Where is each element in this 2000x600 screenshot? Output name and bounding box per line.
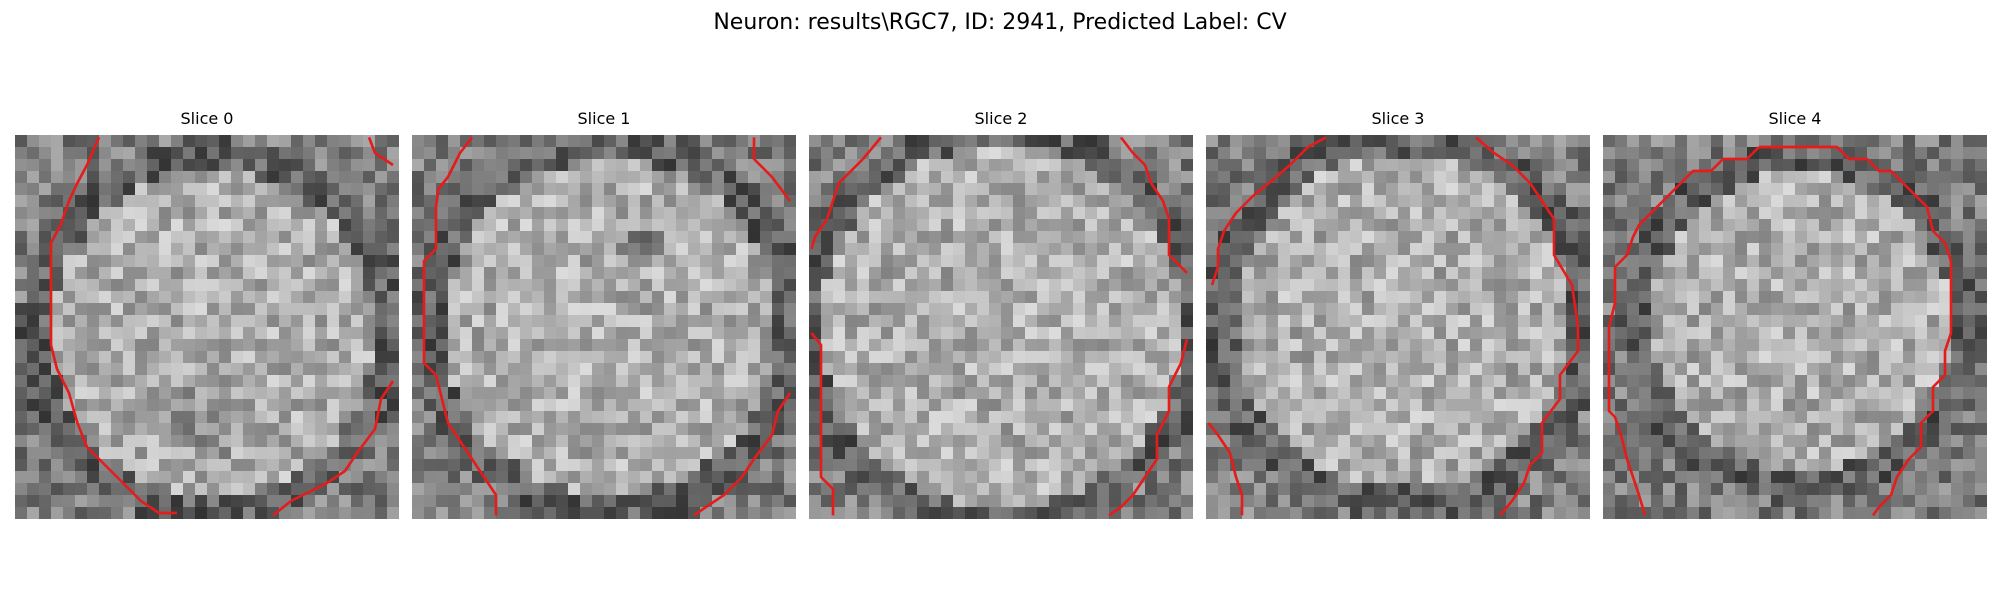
contour-overlay (1607, 145, 1953, 517)
contour-line (810, 332, 835, 516)
figure-title: Neuron: results\RGC7, ID: 2941, Predicte… (713, 10, 1287, 35)
contour-line (1210, 136, 1327, 286)
slice-image (412, 135, 796, 519)
pixel-grid (1603, 135, 1987, 519)
contour-line (810, 136, 883, 250)
pixel-grid (15, 135, 399, 519)
contour-line (1207, 422, 1244, 516)
contour-line (1475, 136, 1580, 517)
slice-title: Slice 0 (180, 109, 234, 128)
pixel-grid (809, 135, 1193, 519)
slice-title: Slice 3 (1371, 109, 1425, 128)
contour-overlay (49, 136, 395, 517)
pixel-grid (412, 135, 796, 519)
slice-image (1603, 135, 1987, 519)
slice-image (809, 135, 1193, 519)
contour-line (1607, 146, 1760, 516)
contour-line (1108, 338, 1189, 517)
slice-title: Slice 1 (577, 109, 631, 128)
slice-title: Slice 2 (974, 109, 1028, 128)
slice-image (15, 135, 399, 519)
contour-line (752, 137, 792, 202)
contour-overlay (422, 136, 792, 517)
contour-line (49, 136, 177, 515)
pixel-grid (1206, 135, 1590, 519)
contour-line (1759, 145, 1953, 517)
contour-line (367, 136, 394, 167)
slice-title: Slice 4 (1768, 109, 1822, 128)
contour-line (1119, 136, 1188, 274)
contour-line (422, 136, 498, 516)
contour-overlay (810, 136, 1189, 517)
contour-overlay (1207, 136, 1580, 517)
contour-line (693, 392, 792, 517)
slice-image (1206, 135, 1590, 519)
contour-line (272, 380, 395, 517)
